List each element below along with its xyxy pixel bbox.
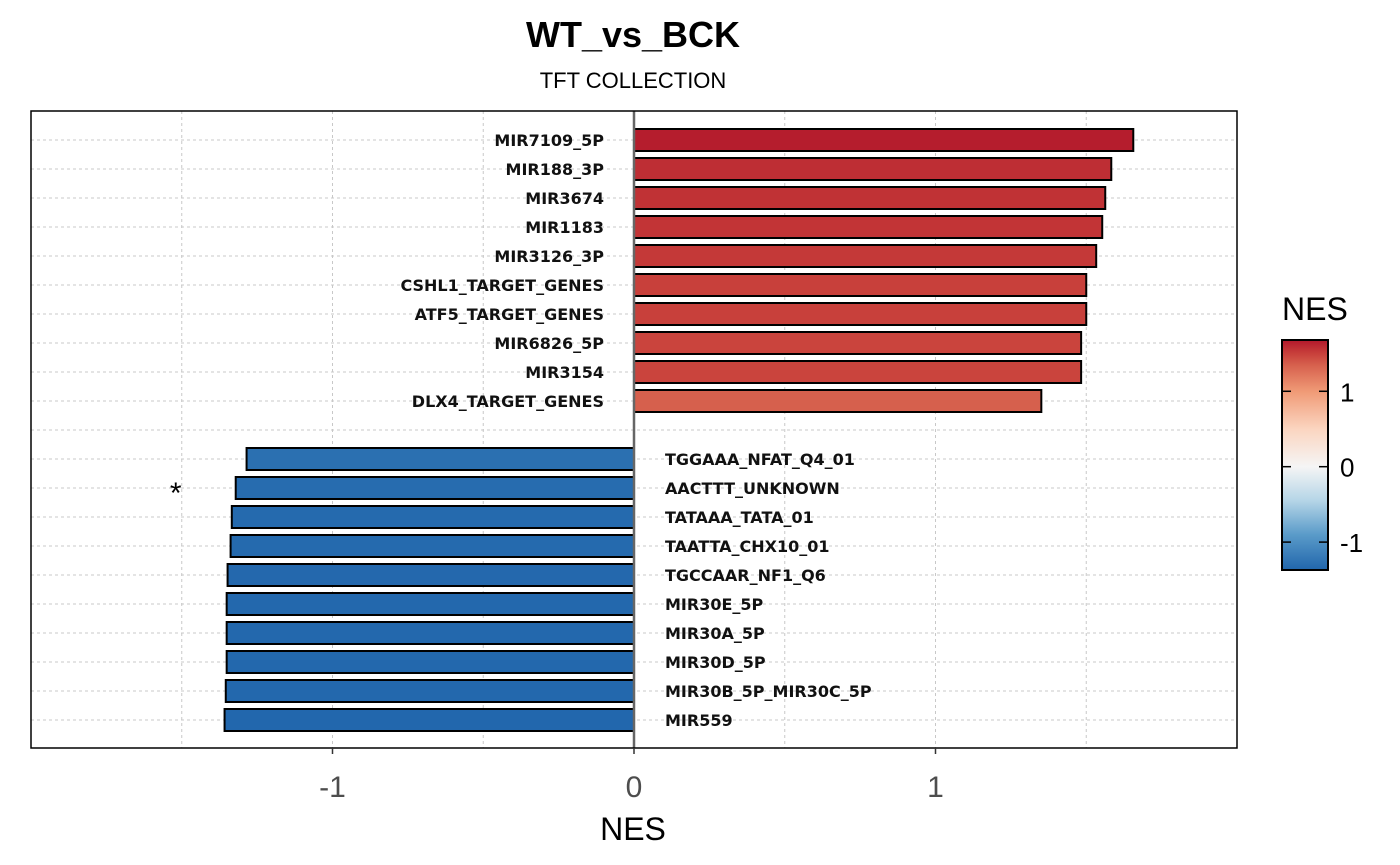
x-tick-label: 1	[927, 771, 944, 804]
category-label: MIR30A_5P	[665, 624, 765, 643]
bar-dlx4_target_genes	[633, 389, 1043, 413]
category-label: MIR30B_5P_MIR30C_5P	[665, 682, 872, 701]
category-label: DLX4_TARGET_GENES	[412, 392, 604, 411]
category-label: TGGAAA_NFAT_Q4_01	[665, 450, 855, 469]
bar-tggaaa_nfat_q4_01	[245, 447, 635, 471]
bar-cshl1_target_genes	[633, 273, 1088, 297]
bar-mir188_3p	[633, 157, 1113, 181]
bar-mir30e_5p	[225, 592, 635, 616]
category-label: MIR30D_5P	[665, 653, 766, 672]
category-label: MIR188_3P	[506, 160, 605, 179]
category-label: AACTTT_UNKNOWN	[665, 479, 840, 498]
legend-tick-label: 1	[1340, 377, 1354, 407]
category-label: TGCCAAR_NF1_Q6	[665, 566, 826, 585]
legend-tick-label: -1	[1340, 528, 1363, 558]
category-label: MIR30E_5P	[665, 595, 764, 614]
chart-subtitle: TFT COLLECTION	[540, 68, 727, 93]
x-tick-label: -1	[319, 771, 346, 804]
bar-aacttt_unknown	[234, 476, 635, 500]
category-label: MIR6826_5P	[494, 334, 604, 353]
chart-title: WT_vs_BCK	[526, 14, 740, 55]
category-labels: MIR7109_5P MIR188_3P MIR3674 MIR1183 MIR3126…	[170, 131, 872, 730]
bar-mir3674	[633, 186, 1107, 210]
category-label: ATF5_TARGET_GENES	[415, 305, 604, 324]
bar-mir30b_5p_mir30c_5p	[224, 679, 635, 703]
bar-mir30a_5p	[225, 621, 635, 645]
category-label: MIR3154	[525, 363, 604, 382]
x-axis-ticks: -1 0 1	[319, 748, 944, 804]
bar-mir30d_5p	[225, 650, 635, 674]
legend-colorbar	[1281, 339, 1329, 571]
category-label: CSHL1_TARGET_GENES	[400, 276, 604, 295]
x-tick-label: 0	[626, 771, 643, 804]
bar-mir1183	[633, 215, 1104, 239]
legend-title: NES	[1282, 291, 1348, 327]
category-label: MIR1183	[525, 218, 604, 237]
bars	[223, 111, 1135, 748]
x-axis-title: NES	[600, 811, 666, 847]
bar-mir7109_5p	[633, 128, 1135, 152]
category-label: MIR3674	[525, 189, 604, 208]
bar-tataaa_tata_01	[230, 505, 635, 529]
bar-mir6826_5p	[633, 331, 1083, 355]
category-label: TATAAA_TATA_01	[665, 508, 814, 527]
bar-tgccaar_nf1_q6	[226, 563, 635, 587]
bar-mir3154	[633, 360, 1083, 384]
legend-tick-label: 0	[1340, 453, 1354, 483]
bar-taatta_chx10_01	[229, 534, 636, 558]
category-label: TAATTA_CHX10_01	[665, 537, 830, 556]
category-label: MIR3126_3P	[494, 247, 604, 266]
category-label: MIR559	[665, 711, 733, 730]
category-label: MIR7109_5P	[494, 131, 604, 150]
significance-star: *	[170, 477, 182, 510]
bar-atf5_target_genes	[633, 302, 1088, 326]
bar-mir3126_3p	[633, 244, 1098, 268]
color-legend: NES 1 0 -1	[1281, 291, 1363, 571]
bar-mir559	[223, 708, 636, 732]
